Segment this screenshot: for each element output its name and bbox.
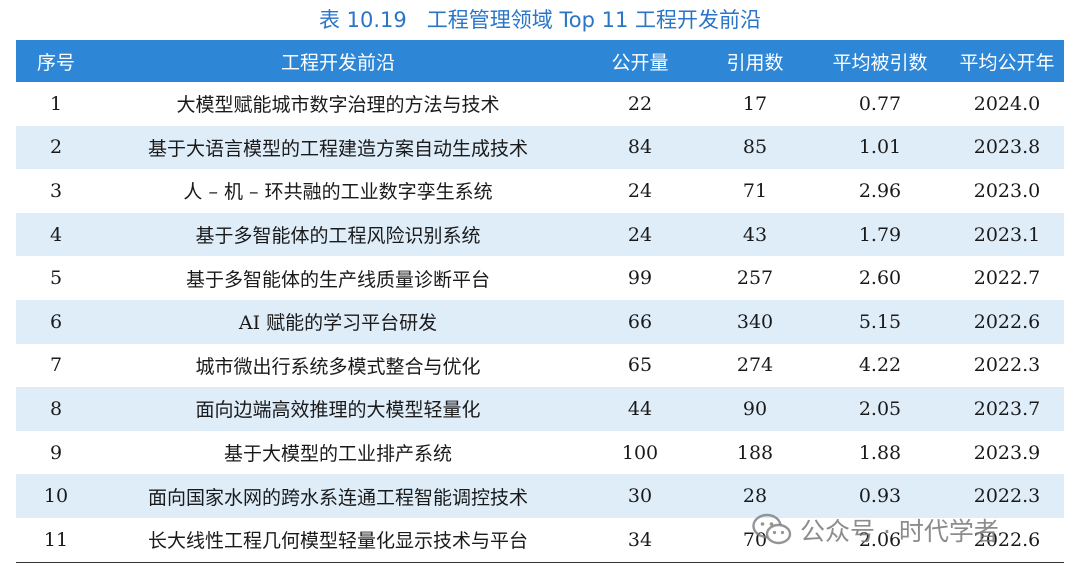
cell-avg-citations: 2.60 xyxy=(858,267,902,290)
table-header-row: 序号 工程开发前沿 公开量 引用数 平均被引数 平均公开年 xyxy=(16,40,1064,82)
table-row: 4 基于多智能体的工程风险识别系统 24 43 1.79 2023.1 xyxy=(16,212,1064,257)
header-avg-citations: 平均被引数 xyxy=(810,40,950,82)
cell-publications: 22 xyxy=(627,92,653,115)
cell-index: 6 xyxy=(16,299,96,344)
cell-avg-citations: 0.93 xyxy=(810,474,950,518)
cell-citations: 28 xyxy=(700,474,810,518)
table-caption: 表 10.19 工程管理领域 Top 11 工程开发前沿 xyxy=(318,8,761,32)
cell-avg-year: 2023.8 xyxy=(950,125,1064,170)
cell-avg-citations: 2.06 xyxy=(810,517,950,563)
cell-avg-year: 2023.0 xyxy=(973,179,1041,202)
cell-frontier: 人 – 机 – 环共融的工业数字孪生系统 xyxy=(183,181,493,204)
cell-index: 2 xyxy=(16,125,96,170)
cell-avg-year: 2023.7 xyxy=(950,387,1064,431)
cell-avg-citations: 0.77 xyxy=(858,92,902,115)
cell-avg-year: 2023.9 xyxy=(973,441,1041,464)
cell-avg-year: 2022.6 xyxy=(950,299,1064,344)
cell-citations: 188 xyxy=(736,441,774,464)
header-citations: 引用数 xyxy=(700,40,810,82)
cell-citations: 70 xyxy=(700,517,810,563)
cell-avg-year: 2024.0 xyxy=(973,92,1041,115)
cell-avg-citations: 1.01 xyxy=(810,125,950,170)
cell-index: 5 xyxy=(49,267,63,290)
cell-frontier: 基于大语言模型的工程建造方案自动生成技术 xyxy=(96,125,580,170)
table-row: 8 面向边端高效推理的大模型轻量化 44 90 2.05 2023.7 xyxy=(16,387,1064,431)
cell-citations: 340 xyxy=(700,299,810,344)
cell-frontier: 面向边端高效推理的大模型轻量化 xyxy=(96,387,580,431)
cell-citations: 71 xyxy=(742,179,768,202)
cell-publications: 24 xyxy=(580,212,700,257)
cell-publications: 100 xyxy=(621,441,659,464)
cell-index: 8 xyxy=(16,387,96,431)
cell-publications: 44 xyxy=(580,387,700,431)
cell-citations: 90 xyxy=(700,387,810,431)
watermark-text: 公众号 · 时代学者 xyxy=(800,517,999,546)
cell-index: 4 xyxy=(16,212,96,257)
header-avg-year: 平均公开年 xyxy=(950,40,1064,82)
cell-publications: 66 xyxy=(580,299,700,344)
cell-publications: 65 xyxy=(627,354,653,377)
cell-frontier: 大模型赋能城市数字治理的方法与技术 xyxy=(176,94,500,117)
cell-publications: 30 xyxy=(580,474,700,518)
cell-index: 3 xyxy=(49,179,63,202)
table-row: 3 人 – 机 – 环共融的工业数字孪生系统 24 71 2.96 2023.0 xyxy=(16,169,1064,213)
cell-citations: 274 xyxy=(736,354,774,377)
cell-avg-citations: 1.88 xyxy=(858,441,902,464)
cell-avg-citations: 5.15 xyxy=(810,299,950,344)
cell-avg-year: 2022.6 xyxy=(950,517,1064,563)
header-index: 序号 xyxy=(16,40,96,82)
cell-index: 1 xyxy=(49,92,63,115)
watermark: 公众号 · 时代学者 xyxy=(752,508,999,552)
cell-avg-year: 2022.3 xyxy=(973,354,1041,377)
cell-publications: 84 xyxy=(580,125,700,170)
table-row: 5 基于多智能体的生产线质量诊断平台 99 257 2.60 2022.7 xyxy=(16,256,1064,300)
cell-publications: 34 xyxy=(580,517,700,563)
data-table: 序号 工程开发前沿 公开量 引用数 平均被引数 平均公开年 1 大模型赋能城市数… xyxy=(16,40,1064,563)
header-frontier: 工程开发前沿 xyxy=(96,40,580,82)
table-row: 9 基于大模型的工业排产系统 100 188 1.88 2023.9 xyxy=(16,431,1064,475)
cell-index: 9 xyxy=(49,441,63,464)
cell-citations: 85 xyxy=(700,125,810,170)
cell-index: 7 xyxy=(49,354,63,377)
cell-publications: 24 xyxy=(627,179,653,202)
cell-avg-citations: 2.96 xyxy=(858,179,902,202)
table-row: 7 城市微出行系统多模式整合与优化 65 274 4.22 2022.3 xyxy=(16,344,1064,388)
cell-avg-year: 2023.1 xyxy=(950,212,1064,257)
cell-frontier: 面向国家水网的跨水系连通工程智能调控技术 xyxy=(96,474,580,518)
table-row: 11 长大线性工程几何模型轻量化显示技术与平台 34 70 2.06 2022.… xyxy=(16,517,1064,563)
cell-index: 11 xyxy=(16,517,96,563)
cell-avg-year: 2022.7 xyxy=(973,267,1041,290)
cell-avg-citations: 2.05 xyxy=(810,387,950,431)
cell-citations: 257 xyxy=(736,267,774,290)
table-row: 6 AI 赋能的学习平台研发 66 340 5.15 2022.6 xyxy=(16,299,1064,344)
table-row: 1 大模型赋能城市数字治理的方法与技术 22 17 0.77 2024.0 xyxy=(16,82,1064,126)
cell-frontier: 长大线性工程几何模型轻量化显示技术与平台 xyxy=(96,517,580,563)
cell-frontier: 城市微出行系统多模式整合与优化 xyxy=(195,355,481,378)
cell-index: 10 xyxy=(16,474,96,518)
cell-frontier: 基于多智能体的工程风险识别系统 xyxy=(96,212,580,257)
cell-publications: 99 xyxy=(627,267,653,290)
cell-citations: 17 xyxy=(742,92,768,115)
cell-frontier: AI 赋能的学习平台研发 xyxy=(96,299,580,344)
cell-frontier: 基于多智能体的生产线质量诊断平台 xyxy=(185,268,490,291)
cell-citations: 43 xyxy=(700,212,810,257)
wechat-icon xyxy=(752,513,792,545)
cell-avg-year: 2022.3 xyxy=(950,474,1064,518)
cell-frontier: 基于大模型的工业排产系统 xyxy=(223,443,452,466)
cell-avg-citations: 4.22 xyxy=(858,354,902,377)
table-row: 2 基于大语言模型的工程建造方案自动生成技术 84 85 1.01 2023.8 xyxy=(16,125,1064,170)
cell-avg-citations: 1.79 xyxy=(810,212,950,257)
table-row: 10 面向国家水网的跨水系连通工程智能调控技术 30 28 0.93 2022.… xyxy=(16,474,1064,518)
header-publications: 公开量 xyxy=(580,40,700,82)
